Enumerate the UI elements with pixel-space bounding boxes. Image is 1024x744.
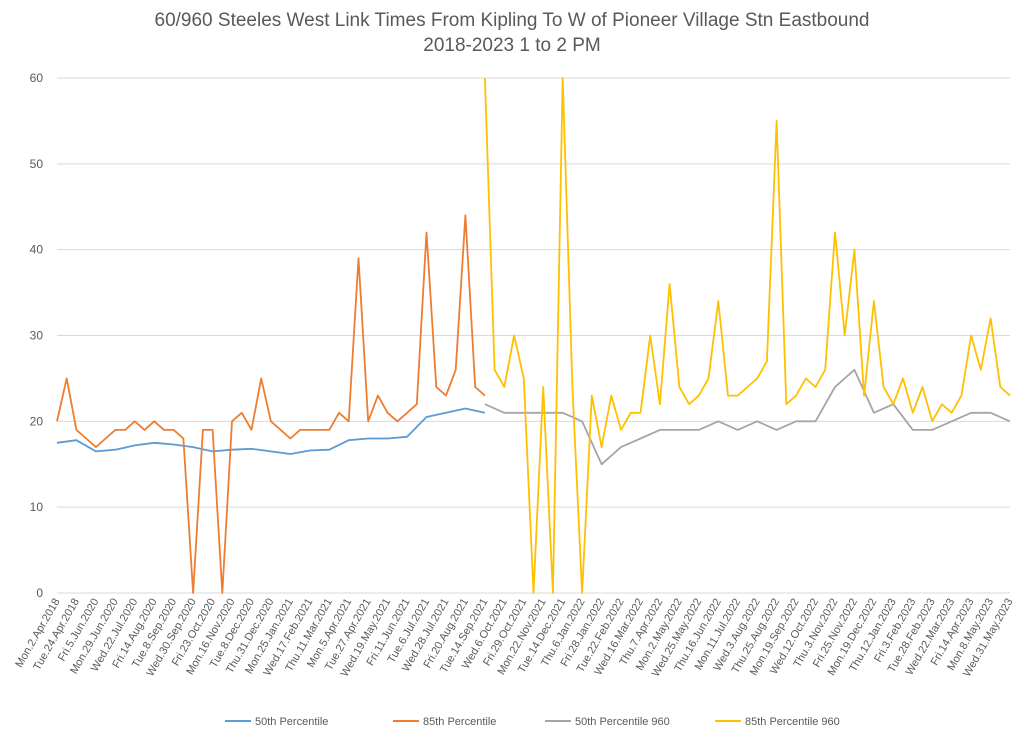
y-tick-label: 0 (36, 586, 43, 600)
y-axis-tick-labels: 0 10 20 30 40 50 60 (30, 71, 44, 600)
y-tick-label: 50 (30, 157, 44, 171)
series-line-1 (56, 407, 486, 455)
series-line-3 (484, 368, 1011, 466)
y-tick-label: 40 (30, 243, 44, 257)
series-line-2 (56, 214, 486, 594)
y-tick-label: 60 (30, 71, 44, 85)
chart-title-block: 60/960 Steeles West Link Times From Kipl… (0, 8, 1024, 58)
legend-label: 50th Percentile 960 (575, 716, 670, 728)
x-axis-tick-labels: Mon.2.Apr.2018Tue.24.Apr.2018Fri.5.Jun.2… (13, 597, 1015, 679)
series-lines (56, 77, 1011, 594)
grid-lines (57, 77, 1010, 594)
y-tick-label: 30 (30, 329, 44, 343)
series-line-4 (484, 77, 1011, 594)
y-tick-label: 10 (30, 500, 44, 514)
legend: 50th Percentile 85th Percentile 50th Perce… (225, 716, 840, 728)
legend-label: 85th Percentile (423, 716, 496, 728)
legend-label: 85th Percentile 960 (745, 716, 840, 728)
legend-label: 50th Percentile (255, 716, 328, 728)
chart-subtitle: 2018-2023 1 to 2 PM (423, 35, 601, 56)
y-tick-label: 20 (30, 414, 44, 428)
chart-title: 60/960 Steeles West Link Times From Kipl… (154, 10, 870, 31)
